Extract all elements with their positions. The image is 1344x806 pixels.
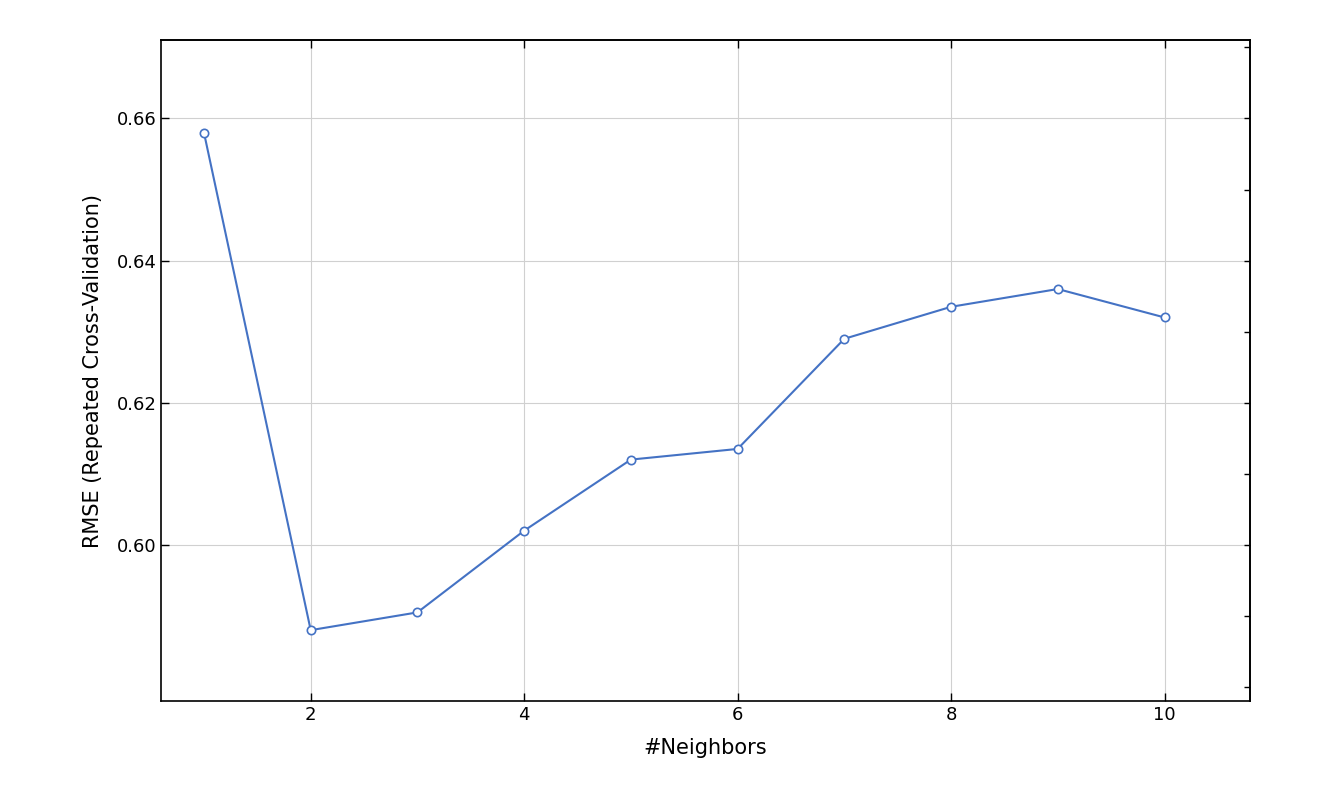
- Y-axis label: RMSE (Repeated Cross-Validation): RMSE (Repeated Cross-Validation): [82, 193, 102, 548]
- X-axis label: #Neighbors: #Neighbors: [644, 738, 767, 758]
